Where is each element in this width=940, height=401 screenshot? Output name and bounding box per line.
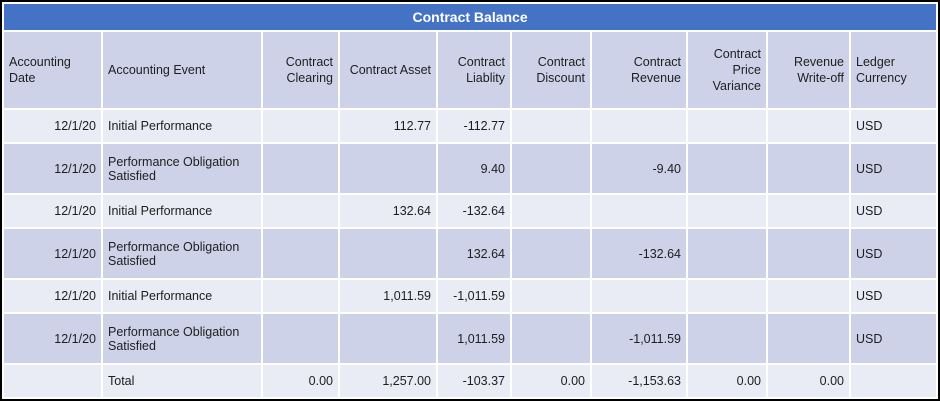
cell-contract-liability: 1,011.59 xyxy=(438,314,510,363)
cell-contract-revenue: -1,011.59 xyxy=(592,314,686,363)
table-row: 12/1/20 Performance Obligation Satisfied… xyxy=(4,229,937,278)
table-row: 12/1/20 Initial Performance 132.64 -132.… xyxy=(4,195,937,227)
cell-contract-asset: 112.77 xyxy=(340,110,436,142)
cell-contract-revenue: -9.40 xyxy=(592,144,686,193)
cell-contract-asset xyxy=(340,314,436,363)
cell-contract-price-variance xyxy=(688,280,766,312)
cell-contract-discount xyxy=(512,280,590,312)
cell-revenue-write-off xyxy=(768,195,849,227)
cell-contract-clearing xyxy=(263,280,338,312)
cell-accounting-event: Initial Performance xyxy=(103,195,261,227)
cell-contract-asset xyxy=(340,229,436,278)
cell-contract-price-variance xyxy=(688,314,766,363)
cell-contract-clearing xyxy=(263,110,338,142)
cell-contract-clearing xyxy=(263,144,338,193)
cell-accounting-date: 12/1/20 xyxy=(4,280,101,312)
cell-accounting-event: Initial Performance xyxy=(103,110,261,142)
cell-revenue-write-off xyxy=(768,314,849,363)
cell-contract-discount xyxy=(512,110,590,142)
cell-contract-revenue xyxy=(592,280,686,312)
cell-accounting-date: 12/1/20 xyxy=(4,110,101,142)
table-title-row: Contract Balance xyxy=(4,4,937,30)
col-header-contract-liability: Contract Liablity xyxy=(438,32,510,108)
cell-contract-price-variance xyxy=(688,110,766,142)
cell-revenue-write-off xyxy=(768,229,849,278)
cell-ledger-currency: USD xyxy=(851,110,937,142)
cell-contract-liability: -132.64 xyxy=(438,195,510,227)
table-row: 12/1/20 Performance Obligation Satisfied… xyxy=(4,314,937,363)
cell-contract-revenue: -1,153.63 xyxy=(592,365,686,397)
cell-accounting-date xyxy=(4,365,101,397)
cell-contract-discount xyxy=(512,314,590,363)
cell-contract-discount: 0.00 xyxy=(512,365,590,397)
cell-revenue-write-off xyxy=(768,110,849,142)
cell-contract-revenue xyxy=(592,110,686,142)
col-header-ledger-currency: Ledger Currency xyxy=(851,32,937,108)
cell-contract-revenue: -132.64 xyxy=(592,229,686,278)
cell-contract-discount xyxy=(512,229,590,278)
cell-contract-discount xyxy=(512,144,590,193)
cell-contract-liability: -103.37 xyxy=(438,365,510,397)
cell-accounting-date: 12/1/20 xyxy=(4,195,101,227)
table-row: 12/1/20 Initial Performance 1,011.59 -1,… xyxy=(4,280,937,312)
cell-accounting-event: Performance Obligation Satisfied xyxy=(103,314,261,363)
cell-contract-clearing xyxy=(263,229,338,278)
cell-contract-revenue xyxy=(592,195,686,227)
cell-contract-asset: 1,257.00 xyxy=(340,365,436,397)
col-header-contract-price-variance: Contract Price Variance xyxy=(688,32,766,108)
cell-contract-liability: 9.40 xyxy=(438,144,510,193)
total-label: Total xyxy=(103,365,261,397)
cell-contract-clearing xyxy=(263,314,338,363)
cell-accounting-date: 12/1/20 xyxy=(4,314,101,363)
table-row: 12/1/20 Initial Performance 112.77 -112.… xyxy=(4,110,937,142)
cell-ledger-currency: USD xyxy=(851,280,937,312)
cell-accounting-event: Performance Obligation Satisfied xyxy=(103,229,261,278)
cell-ledger-currency xyxy=(851,365,937,397)
cell-ledger-currency: USD xyxy=(851,314,937,363)
cell-ledger-currency: USD xyxy=(851,144,937,193)
cell-ledger-currency: USD xyxy=(851,229,937,278)
cell-contract-asset: 132.64 xyxy=(340,195,436,227)
col-header-contract-clearing: Contract Clearing xyxy=(263,32,338,108)
cell-contract-clearing: 0.00 xyxy=(263,365,338,397)
table-row: 12/1/20 Performance Obligation Satisfied… xyxy=(4,144,937,193)
col-header-revenue-write-off: Revenue Write-off xyxy=(768,32,849,108)
cell-accounting-date: 12/1/20 xyxy=(4,229,101,278)
cell-contract-price-variance xyxy=(688,144,766,193)
cell-revenue-write-off: 0.00 xyxy=(768,365,849,397)
table-title: Contract Balance xyxy=(4,4,937,30)
cell-ledger-currency: USD xyxy=(851,195,937,227)
cell-contract-liability: 132.64 xyxy=(438,229,510,278)
col-header-contract-revenue: Contract Revenue xyxy=(592,32,686,108)
cell-accounting-event: Performance Obligation Satisfied xyxy=(103,144,261,193)
table-total-row: Total 0.00 1,257.00 -103.37 0.00 -1,153.… xyxy=(4,365,937,397)
cell-contract-asset xyxy=(340,144,436,193)
cell-contract-liability: -1,011.59 xyxy=(438,280,510,312)
cell-revenue-write-off xyxy=(768,280,849,312)
cell-contract-asset: 1,011.59 xyxy=(340,280,436,312)
cell-contract-price-variance: 0.00 xyxy=(688,365,766,397)
cell-contract-price-variance xyxy=(688,195,766,227)
col-header-contract-discount: Contract Discount xyxy=(512,32,590,108)
col-header-accounting-event: Accounting Event xyxy=(103,32,261,108)
cell-revenue-write-off xyxy=(768,144,849,193)
col-header-accounting-date: Accounting Date xyxy=(4,32,101,108)
table-header-row: Accounting Date Accounting Event Contrac… xyxy=(4,32,937,108)
col-header-contract-asset: Contract Asset xyxy=(340,32,436,108)
cell-contract-price-variance xyxy=(688,229,766,278)
cell-accounting-date: 12/1/20 xyxy=(4,144,101,193)
cell-accounting-event: Initial Performance xyxy=(103,280,261,312)
cell-contract-clearing xyxy=(263,195,338,227)
cell-contract-discount xyxy=(512,195,590,227)
cell-contract-liability: -112.77 xyxy=(438,110,510,142)
